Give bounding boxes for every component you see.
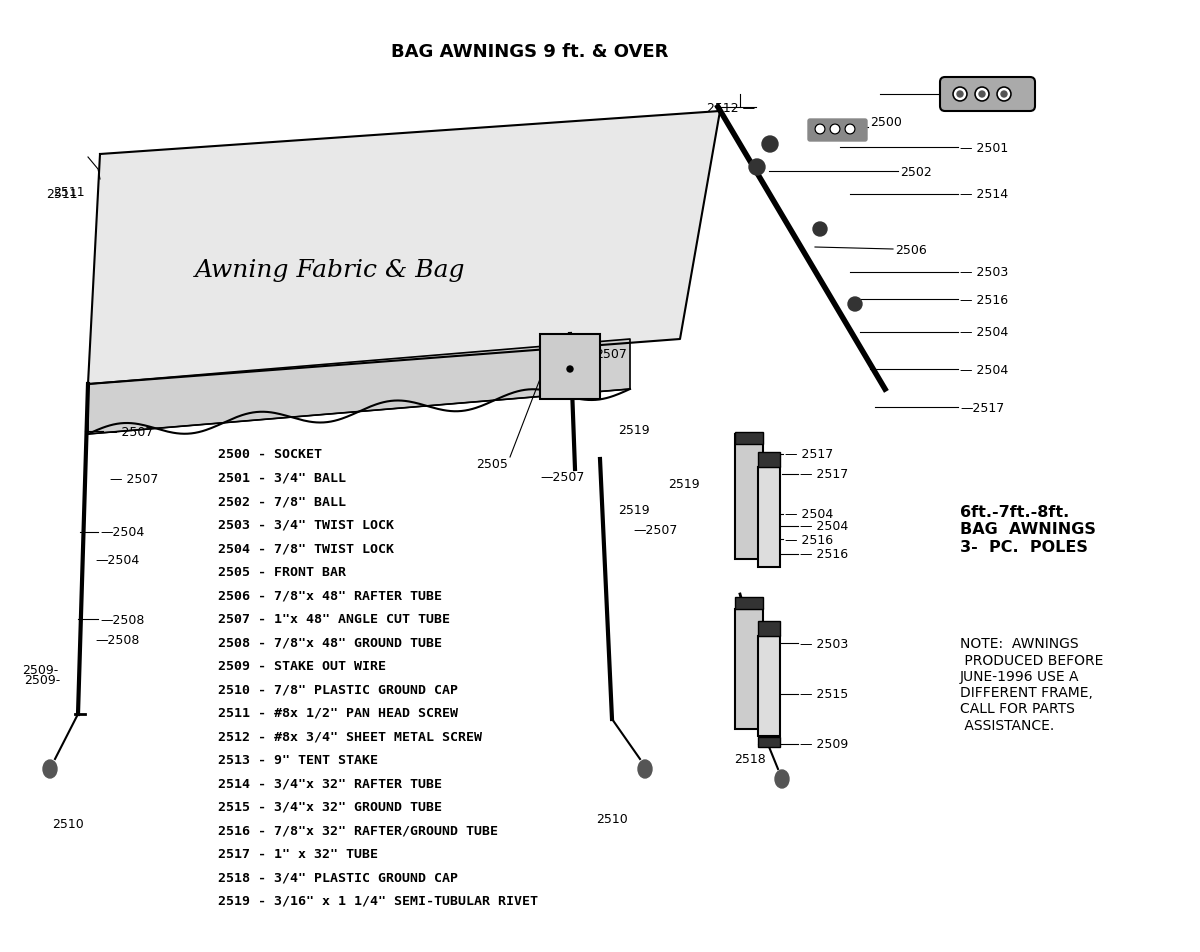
- Text: —2508: —2508: [100, 613, 144, 625]
- Text: 2509-: 2509-: [22, 663, 58, 676]
- Ellipse shape: [43, 761, 58, 778]
- Text: 2512 —: 2512 —: [707, 102, 755, 114]
- Bar: [736, 432, 763, 445]
- Text: — 2507: — 2507: [106, 425, 154, 438]
- FancyBboxPatch shape: [808, 120, 868, 142]
- Text: 2517 - 1" x 32" TUBE: 2517 - 1" x 32" TUBE: [218, 847, 378, 860]
- Text: —2504: —2504: [95, 553, 139, 565]
- Text: 2506: 2506: [895, 244, 926, 256]
- Circle shape: [953, 88, 967, 102]
- Text: — 2517: — 2517: [800, 468, 848, 481]
- Text: — 2516: — 2516: [960, 293, 1008, 307]
- Circle shape: [848, 298, 862, 311]
- Text: 2519 - 3/16" x 1 1/4" SEMI-TUBULAR RIVET: 2519 - 3/16" x 1 1/4" SEMI-TUBULAR RIVET: [218, 894, 538, 907]
- Text: 2504 - 7/8" TWIST LOCK: 2504 - 7/8" TWIST LOCK: [218, 542, 394, 555]
- Circle shape: [979, 92, 985, 98]
- Circle shape: [958, 92, 964, 98]
- Text: 2519: 2519: [668, 478, 700, 491]
- Text: — 2516: — 2516: [800, 548, 848, 561]
- Circle shape: [830, 125, 840, 135]
- Text: NOTE:  AWNINGS
 PRODUCED BEFORE
JUNE-1996 USE A
DIFFERENT FRAME,
CALL FOR PARTS
: NOTE: AWNINGS PRODUCED BEFORE JUNE-1996 …: [960, 637, 1103, 732]
- Text: 2509 - STAKE OUT WIRE: 2509 - STAKE OUT WIRE: [218, 660, 386, 672]
- Text: —2507: —2507: [634, 523, 678, 536]
- Text: — 2509: — 2509: [800, 738, 848, 751]
- Circle shape: [1001, 92, 1007, 98]
- Text: 2507 - 1"x 48" ANGLE CUT TUBE: 2507 - 1"x 48" ANGLE CUT TUBE: [218, 612, 450, 625]
- Bar: [758, 622, 780, 636]
- Circle shape: [976, 88, 989, 102]
- Text: 2503 - 3/4" TWIST LOCK: 2503 - 3/4" TWIST LOCK: [218, 519, 394, 531]
- Text: 2500 - SOCKET: 2500 - SOCKET: [218, 448, 322, 461]
- Text: BAG AWNINGS 9 ft. & OVER: BAG AWNINGS 9 ft. & OVER: [391, 43, 668, 61]
- Text: — 2504: — 2504: [785, 508, 833, 521]
- Text: —2517: —2517: [960, 401, 1004, 414]
- Text: 2510: 2510: [596, 813, 628, 825]
- Ellipse shape: [775, 770, 790, 788]
- Text: 2509-: 2509-: [24, 673, 60, 685]
- Text: 2514 - 3/4"x 32" RAFTER TUBE: 2514 - 3/4"x 32" RAFTER TUBE: [218, 777, 442, 789]
- Text: — 2501: — 2501: [960, 141, 1008, 154]
- Text: — 2503: — 2503: [800, 637, 848, 650]
- Text: — 2507: — 2507: [110, 473, 158, 486]
- Circle shape: [568, 367, 574, 372]
- Text: 2500: 2500: [870, 115, 902, 129]
- Text: — 2516: — 2516: [785, 533, 833, 545]
- Text: 2518 - 3/4" PLASTIC GROUND CAP: 2518 - 3/4" PLASTIC GROUND CAP: [218, 870, 458, 883]
- Text: 2508 - 7/8"x 48" GROUND TUBE: 2508 - 7/8"x 48" GROUND TUBE: [218, 636, 442, 649]
- Bar: [758, 452, 780, 467]
- Circle shape: [762, 137, 778, 153]
- Ellipse shape: [638, 761, 652, 778]
- Text: 2512 - #8x 3/4" SHEET METAL SCREW: 2512 - #8x 3/4" SHEET METAL SCREW: [218, 730, 482, 743]
- Text: Awning Fabric & Bag: Awning Fabric & Bag: [194, 258, 466, 281]
- Text: — 2504: — 2504: [960, 327, 1008, 339]
- Circle shape: [815, 125, 826, 135]
- Text: 2502 - 7/8" BALL: 2502 - 7/8" BALL: [218, 495, 346, 508]
- Polygon shape: [88, 340, 630, 434]
- Text: — 2517: — 2517: [785, 448, 833, 461]
- Text: —2508: —2508: [95, 633, 139, 645]
- Bar: [540, 335, 600, 400]
- FancyBboxPatch shape: [940, 78, 1034, 112]
- Bar: [736, 434, 763, 560]
- Polygon shape: [88, 112, 720, 385]
- Text: 2519: 2519: [618, 503, 649, 516]
- Text: — 2504: — 2504: [800, 520, 848, 533]
- Text: 2506 - 7/8"x 48" RAFTER TUBE: 2506 - 7/8"x 48" RAFTER TUBE: [218, 589, 442, 602]
- Text: — 2514: — 2514: [960, 188, 1008, 201]
- Text: — 2503: — 2503: [960, 267, 1008, 279]
- Bar: [758, 467, 780, 567]
- Text: 2501 - 3/4" BALL: 2501 - 3/4" BALL: [218, 471, 346, 485]
- Text: —2507: —2507: [540, 471, 584, 484]
- Text: —2504: —2504: [100, 526, 144, 539]
- Text: 2519: 2519: [618, 423, 649, 436]
- Bar: [736, 597, 763, 609]
- Text: 2515 - 3/4"x 32" GROUND TUBE: 2515 - 3/4"x 32" GROUND TUBE: [218, 801, 442, 813]
- Bar: [758, 636, 780, 736]
- Text: 2513 - 9" TENT STAKE: 2513 - 9" TENT STAKE: [218, 753, 378, 766]
- Bar: [758, 737, 780, 747]
- Text: — 2504: — 2504: [960, 363, 1008, 376]
- Text: 2507: 2507: [595, 348, 626, 361]
- Text: 2510: 2510: [52, 818, 84, 831]
- Circle shape: [749, 160, 766, 176]
- Text: — 2515: — 2515: [800, 687, 848, 701]
- Text: 2505: 2505: [476, 458, 508, 471]
- Text: 2518: 2518: [734, 753, 766, 765]
- Text: 2511 - #8x 1/2" PAN HEAD SCREW: 2511 - #8x 1/2" PAN HEAD SCREW: [218, 706, 458, 720]
- Circle shape: [997, 88, 1012, 102]
- Text: 2505 - FRONT BAR: 2505 - FRONT BAR: [218, 565, 346, 579]
- Text: 2510 - 7/8" PLASTIC GROUND CAP: 2510 - 7/8" PLASTIC GROUND CAP: [218, 683, 458, 696]
- Circle shape: [845, 125, 856, 135]
- Text: 6ft.-7ft.-8ft.
BAG  AWNINGS
3-  PC.  POLES: 6ft.-7ft.-8ft. BAG AWNINGS 3- PC. POLES: [960, 505, 1096, 554]
- Text: 2502: 2502: [900, 166, 931, 178]
- Bar: [736, 609, 763, 729]
- Text: 2511: 2511: [47, 188, 78, 201]
- Text: 2516 - 7/8"x 32" RAFTER/GROUND TUBE: 2516 - 7/8"x 32" RAFTER/GROUND TUBE: [218, 823, 498, 837]
- Text: 2511: 2511: [53, 187, 85, 199]
- Circle shape: [814, 223, 827, 237]
